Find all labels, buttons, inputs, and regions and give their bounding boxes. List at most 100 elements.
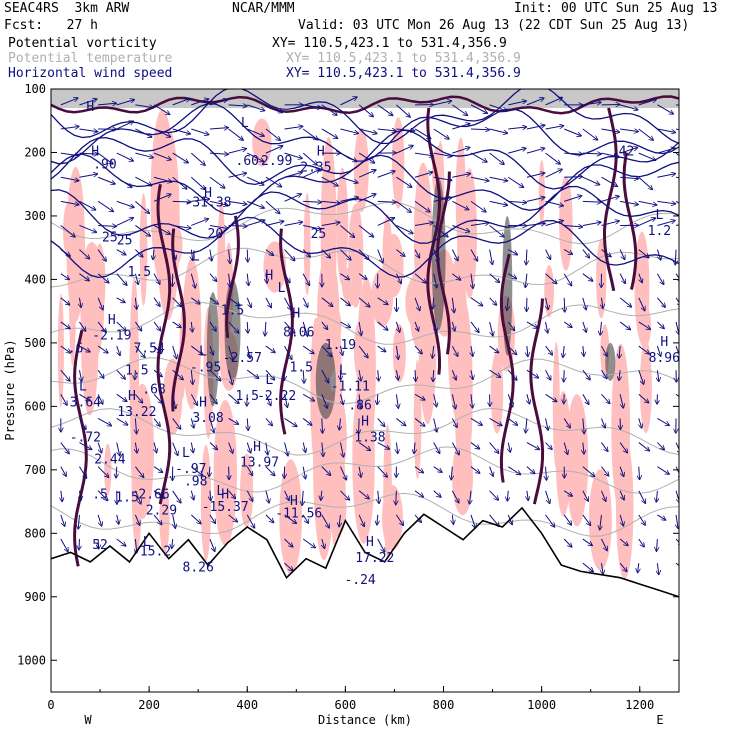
contour-label: 3.64 — [70, 395, 101, 410]
pv-contour — [499, 253, 515, 483]
wind-vector — [154, 442, 156, 453]
wind-vector — [97, 394, 103, 403]
theta-contour — [51, 357, 679, 405]
wind-vector — [638, 152, 656, 160]
wind-vector — [452, 147, 469, 154]
wind-vector — [228, 321, 239, 333]
forecast-hour: Fcst: 27 h — [4, 18, 98, 33]
contour-label: 1.38 — [354, 430, 385, 445]
wind-vector — [153, 225, 170, 234]
contour-label: -.72 — [70, 430, 101, 445]
pv-light-blob — [182, 257, 202, 410]
contour-label: -2.57 — [223, 351, 262, 366]
wind-vector — [414, 172, 432, 178]
wind-vector — [284, 249, 295, 261]
wind-vector — [507, 369, 516, 380]
contour-label: H — [317, 145, 325, 160]
contour-label: L — [265, 373, 273, 388]
wind-vector — [582, 176, 599, 184]
pv-light-blob — [538, 160, 545, 226]
wind-vector — [545, 369, 551, 380]
wind-vector — [340, 273, 349, 280]
wind-vector — [172, 152, 188, 163]
wind-vector — [116, 200, 134, 207]
wind-vector — [340, 466, 346, 480]
wind-vector — [228, 370, 233, 384]
wind-vector — [657, 174, 675, 178]
wind-vector — [564, 370, 565, 381]
wind-vector — [527, 394, 530, 403]
wind-vector — [302, 321, 307, 336]
wind-vector — [321, 249, 330, 258]
wind-vector — [229, 273, 231, 287]
wind-vector — [228, 173, 247, 178]
wind-vector — [470, 152, 487, 162]
wind-vector — [209, 369, 221, 380]
wind-vector — [582, 490, 588, 501]
wind-vector — [358, 273, 366, 279]
contour-label: 1.2 — [648, 224, 671, 239]
wind-vector — [172, 297, 181, 307]
wind-vector — [247, 321, 248, 333]
wind-vector — [507, 394, 512, 406]
wind-vector — [265, 321, 266, 336]
contour-label: .68 — [142, 383, 165, 398]
wind-vector — [79, 490, 80, 500]
contour-label: -15.2 — [132, 545, 171, 560]
wind-vector — [638, 393, 649, 402]
wind-vector — [601, 297, 602, 308]
wind-vector — [153, 176, 171, 182]
wind-vector — [526, 249, 527, 265]
wind-vector — [265, 369, 274, 380]
wind-vector — [470, 418, 482, 425]
wind-vector — [97, 200, 113, 211]
wind-vector — [79, 200, 95, 209]
wind-vector — [135, 418, 136, 433]
x-tick-label: 400 — [236, 698, 258, 712]
wind-vector — [302, 538, 315, 547]
wind-vector — [228, 442, 233, 453]
wind-speed-contour — [51, 153, 679, 216]
wind-vector — [583, 346, 584, 356]
wind-vector — [396, 200, 410, 212]
wind-vector — [545, 200, 563, 205]
wind-vector — [266, 273, 267, 283]
terrain-line — [51, 506, 679, 598]
init-time: Init: 00 UTC Sun 25 Aug 13 — [514, 1, 718, 16]
pv-light-blob — [588, 469, 612, 571]
pv-dark-blob — [206, 292, 219, 407]
wind-vector — [135, 128, 151, 137]
wind-vector — [414, 223, 433, 226]
wind-vector — [284, 222, 303, 226]
wind-vector — [228, 417, 239, 424]
wind-vector — [172, 321, 181, 327]
pv-light-blob — [139, 193, 148, 306]
wind-vector — [433, 442, 440, 454]
wind-vector — [172, 345, 177, 358]
pv-light-blob — [490, 351, 504, 434]
pv-light-blob — [252, 118, 272, 167]
wind-vector — [414, 249, 419, 258]
wind-vector — [60, 126, 79, 129]
wind-vector — [470, 129, 489, 130]
wind-vector — [60, 442, 69, 454]
wind-vector — [172, 418, 181, 428]
wind-vector — [582, 128, 597, 140]
wind-vector — [340, 152, 356, 161]
wind-vector — [620, 177, 638, 178]
y-tick-label: 1000 — [17, 653, 46, 667]
wind-vector — [228, 149, 246, 154]
wind-vector — [247, 152, 263, 161]
wind-vector — [116, 152, 133, 161]
wind-vector — [377, 394, 378, 404]
pv-light-blob — [63, 201, 75, 260]
y-tick-label: 300 — [24, 209, 46, 223]
wind-vector — [563, 273, 571, 286]
wind-vector — [358, 104, 373, 116]
wind-vector — [601, 418, 605, 427]
wind-vector — [358, 128, 376, 133]
wind-vector — [377, 538, 385, 552]
wind-vector — [321, 394, 327, 408]
contour-label: L — [278, 281, 286, 296]
wind-vector — [302, 273, 309, 285]
